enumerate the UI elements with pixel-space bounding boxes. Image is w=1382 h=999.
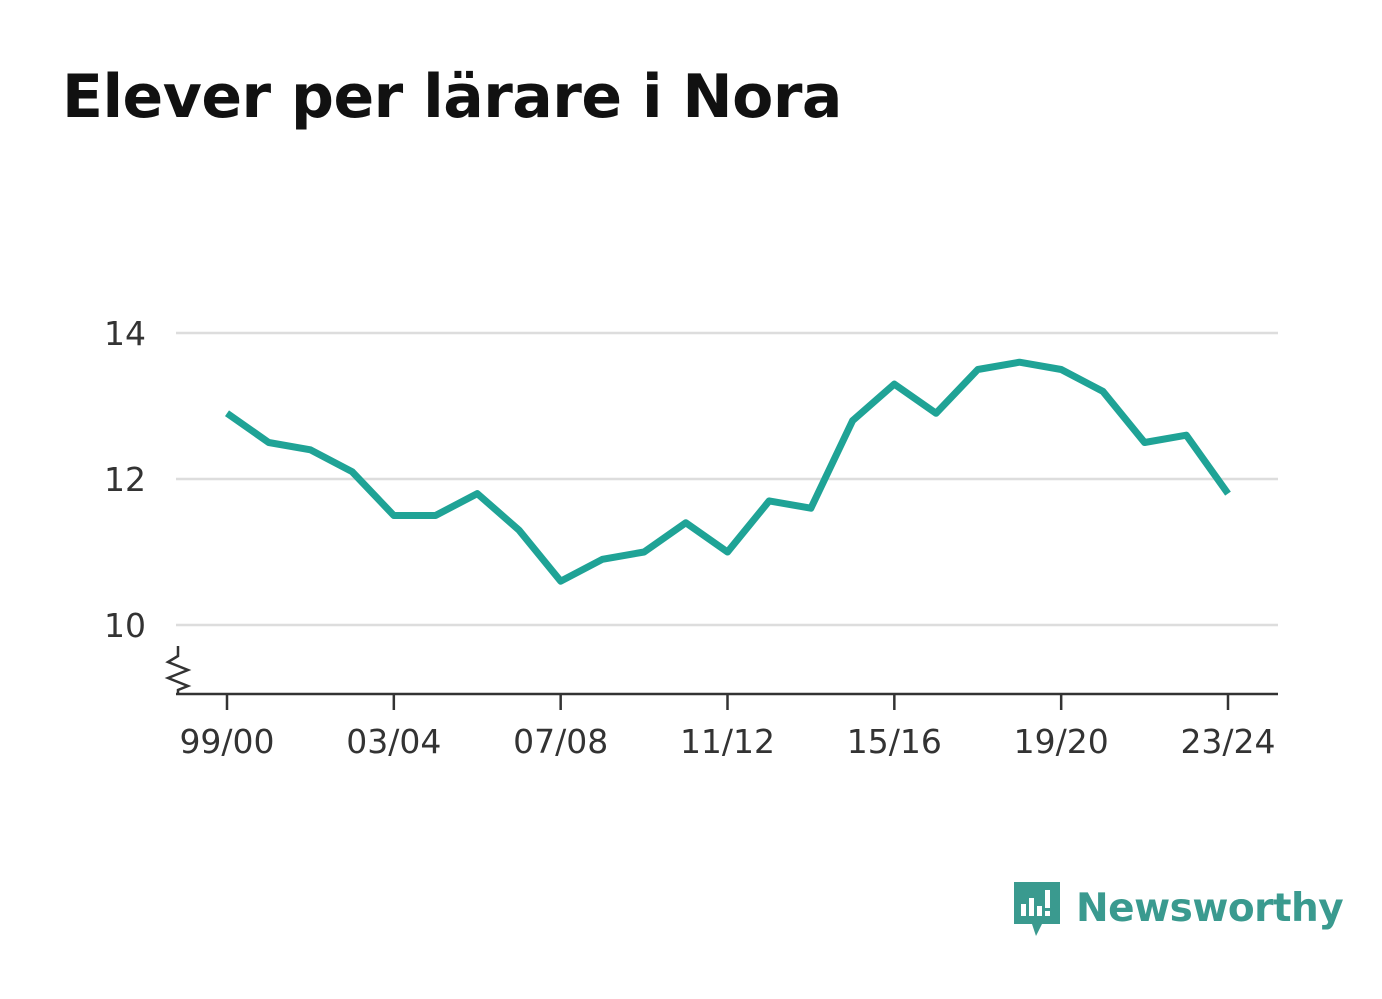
y-axis-break-icon (164, 646, 192, 694)
newsworthy-brand: Newsworthy (1012, 878, 1344, 938)
x-tick-label: 11/12 (680, 722, 775, 761)
series-line (224, 358, 1231, 585)
x-tick-label: 03/04 (346, 722, 441, 761)
x-tick-label: 99/00 (179, 722, 274, 761)
x-tick-label: 07/08 (513, 722, 608, 761)
y-axis-ticks: 10 12 14 (104, 314, 146, 645)
x-axis-ticks: 99/00 03/04 07/08 11/12 15/16 19/20 23/24 (179, 694, 1276, 761)
y-tick-label: 14 (104, 314, 146, 353)
newsworthy-logo-icon (1014, 882, 1060, 936)
x-tick-label: 19/20 (1014, 722, 1109, 761)
x-tick-label: 23/24 (1180, 722, 1275, 761)
brand-name: Newsworthy (1076, 885, 1344, 931)
y-tick-label: 12 (104, 460, 146, 499)
x-tick-label: 15/16 (847, 722, 942, 761)
grid-lines (176, 331, 1278, 627)
chart-title: Elever per lärare i Nora (62, 62, 842, 132)
y-tick-label: 10 (104, 606, 146, 645)
